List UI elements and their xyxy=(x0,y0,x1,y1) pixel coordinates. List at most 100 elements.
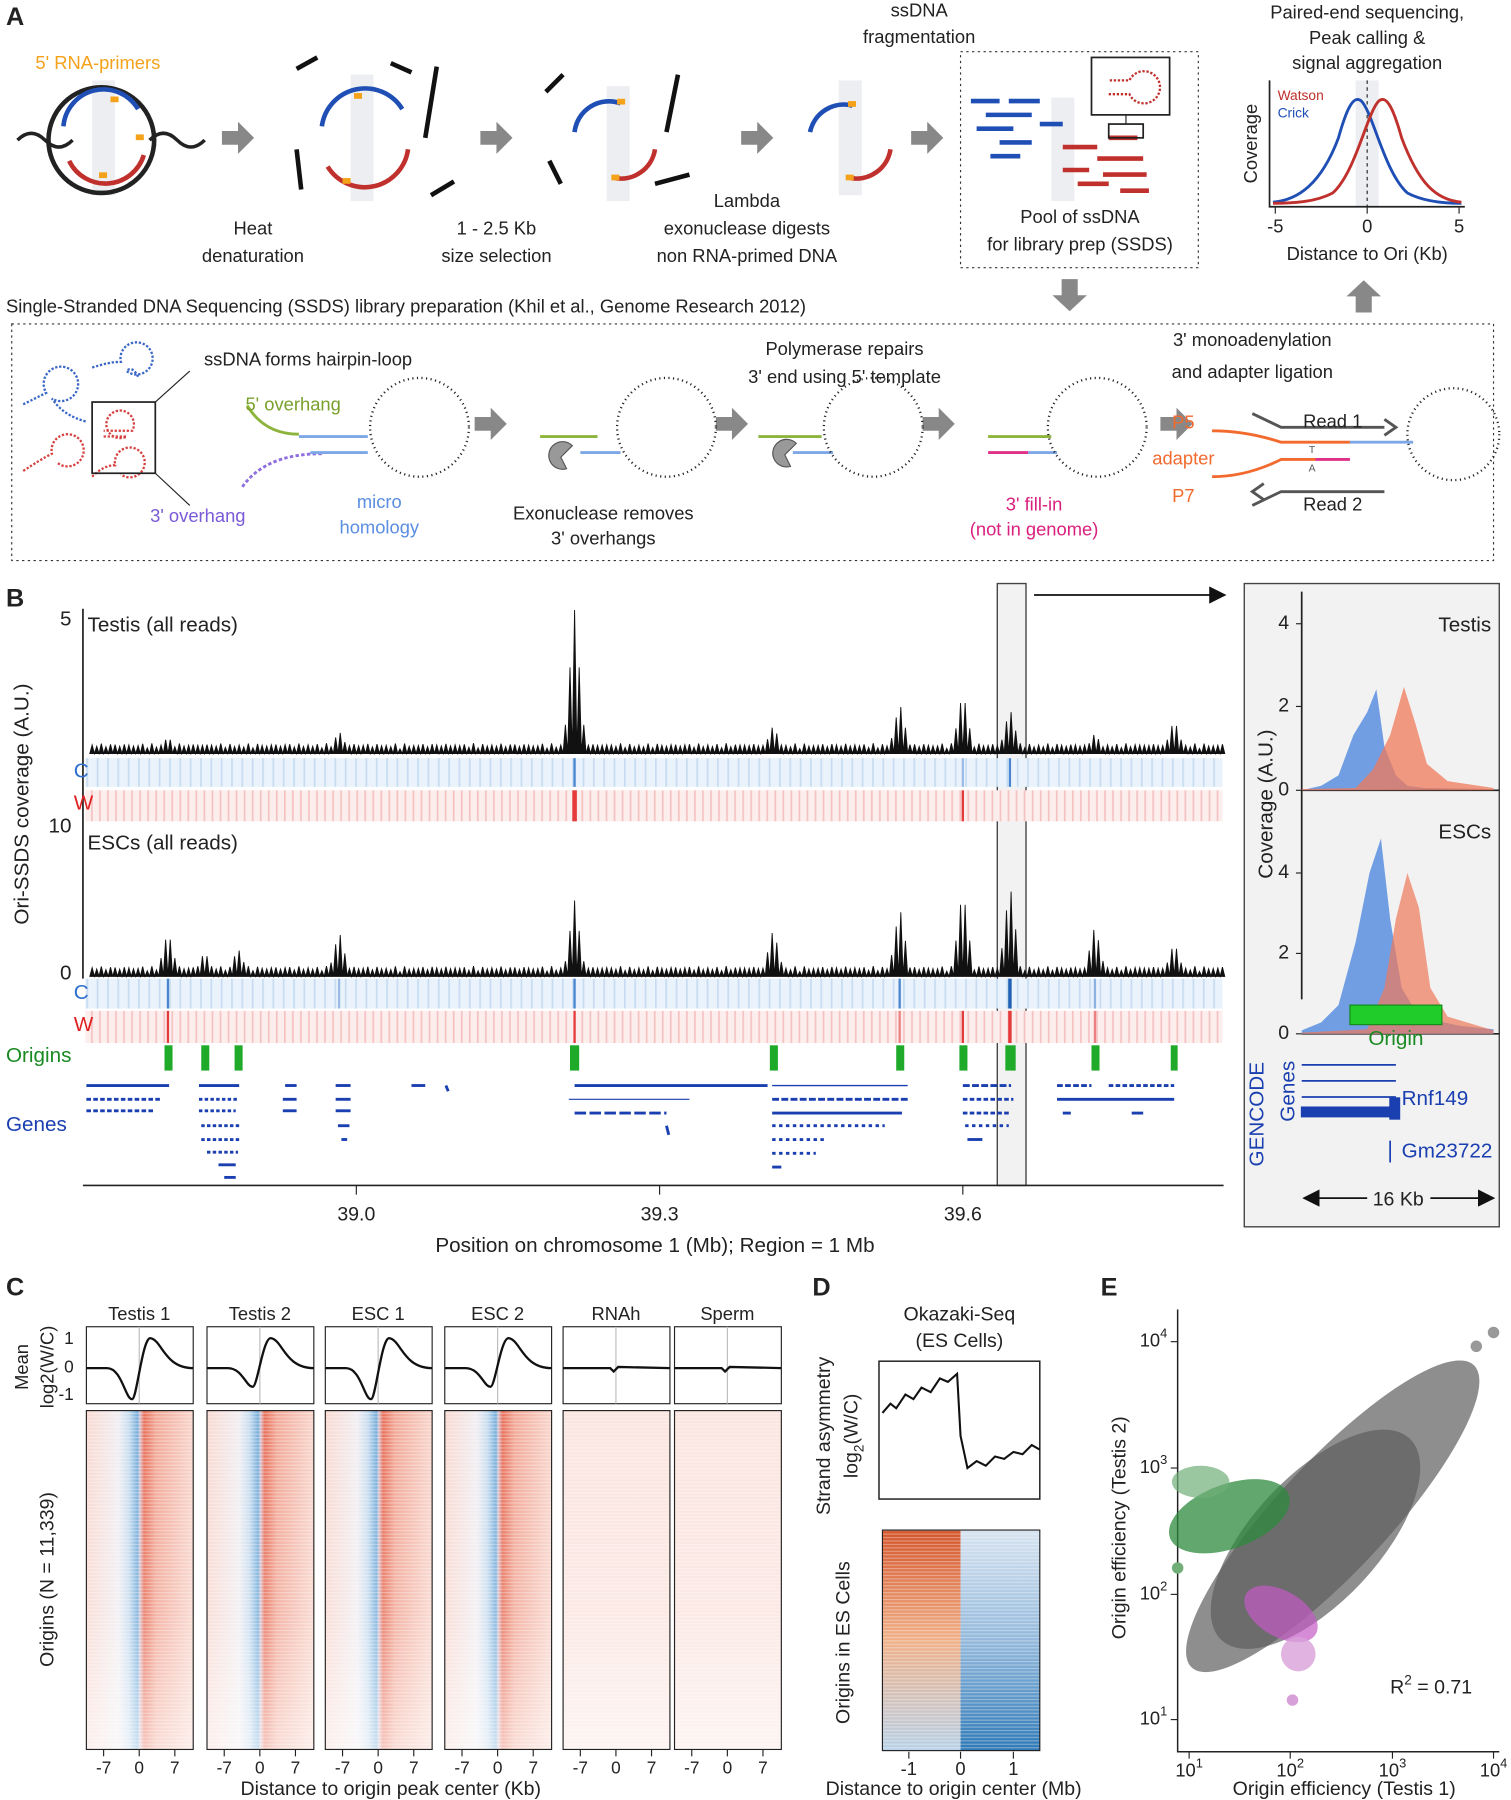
column-title: ESC 1 xyxy=(352,1303,405,1324)
step-label: Polymerase repairs xyxy=(765,338,923,359)
panel-label: A xyxy=(6,3,24,31)
r-squared: R2 = 0.71 xyxy=(1390,1673,1472,1699)
x-tick-label: -7 xyxy=(573,1758,588,1778)
watson-hotspots xyxy=(166,790,1097,1044)
hairpin-detail xyxy=(240,376,471,489)
ssds-box xyxy=(11,323,1495,562)
gene-models xyxy=(86,1084,1175,1179)
x-tick-label: 1 xyxy=(1008,1758,1018,1779)
watson-curve xyxy=(1272,98,1462,205)
panel-label: C xyxy=(6,1274,24,1302)
y-axis-label: Origins (N = 11,339) xyxy=(37,1492,59,1667)
panel-label: B xyxy=(6,584,24,612)
y-axis-label: log2(W/C) xyxy=(36,1326,57,1409)
step-label: and adapter ligation xyxy=(1172,361,1333,382)
text-part: 10 xyxy=(1480,1759,1500,1780)
step-label: ssDNA xyxy=(891,0,949,20)
text-part: 4 xyxy=(1500,1755,1507,1770)
x-tick-label: 0 xyxy=(611,1758,621,1778)
origin-mark xyxy=(1349,1004,1443,1026)
text-part: log xyxy=(841,1452,863,1478)
y-axis-label: Mean xyxy=(11,1344,32,1390)
hairpin-inset xyxy=(1090,56,1171,116)
step-label: Exonuclease removes xyxy=(513,502,694,523)
text-part: 2 xyxy=(1404,1673,1412,1688)
y-axis-label: Origins in ES Cells xyxy=(833,1561,855,1724)
y-tick-label: 4 xyxy=(1278,861,1289,883)
blue-strand xyxy=(61,87,141,127)
y-tick-label: 0 xyxy=(1278,1022,1289,1044)
y-tick-label: 103 xyxy=(1140,1452,1168,1477)
x-tick-label: 5 xyxy=(1454,215,1464,236)
heatmap-fade xyxy=(444,1410,552,1750)
mean-curve xyxy=(325,1337,433,1401)
annotation: P7 xyxy=(1172,485,1194,506)
step-label: size selection xyxy=(441,245,551,266)
panel-title: Okazaki-Seq xyxy=(904,1303,1016,1325)
zoom-region xyxy=(996,582,1027,1187)
text-part: 10 xyxy=(1140,1456,1160,1477)
x-tick-label: -1 xyxy=(901,1758,917,1779)
y-tick-label: 0 xyxy=(1278,778,1289,800)
y-tick-label: 2 xyxy=(1278,695,1289,717)
asymmetry-curve xyxy=(881,1371,1041,1470)
x-tick-label: 7 xyxy=(758,1758,768,1778)
y-tick-label: 0 xyxy=(60,962,72,985)
crick-histogram xyxy=(1301,689,1494,791)
mean-curve xyxy=(674,1365,782,1374)
panel-title: (ES Cells) xyxy=(915,1330,1003,1352)
watson-histogram xyxy=(1301,686,1494,791)
mean-curve xyxy=(86,1337,194,1401)
section-title: Single-Stranded DNA Sequencing (SSDS) li… xyxy=(6,296,806,317)
x-axis-label: Position on chromosome 1 (Mb); Region = … xyxy=(435,1234,874,1257)
step-label: denaturation xyxy=(202,245,304,266)
strand-label: W xyxy=(74,1013,94,1036)
text-part: 10 xyxy=(1140,1707,1160,1728)
step-label: exonuclease digests xyxy=(664,218,830,239)
text-part: 3 xyxy=(1399,1755,1406,1770)
text-part: 10 xyxy=(1379,1759,1399,1780)
heatmap-fade xyxy=(325,1410,433,1750)
column-title: Testis 1 xyxy=(108,1303,170,1324)
gene-name: Gm23722 xyxy=(1402,1140,1493,1163)
x-tick-label: -7 xyxy=(335,1758,350,1778)
heatmap-fade xyxy=(86,1410,194,1750)
x-tick-label: 101 xyxy=(1175,1755,1203,1780)
x-axis-label: Origin efficiency (Testis 1) xyxy=(1233,1778,1456,1800)
text-part: = 0.71 xyxy=(1412,1677,1472,1699)
x-tick-label: 102 xyxy=(1276,1755,1304,1780)
adapter-detail xyxy=(1212,387,1501,507)
step-label: 1 - 2.5 Kb xyxy=(457,218,537,239)
step-label: non RNA-primed DNA xyxy=(657,245,838,266)
highlight xyxy=(92,80,116,196)
process-arrows xyxy=(221,121,1381,440)
pool-label: Pool of ssDNA xyxy=(1020,206,1140,227)
x-tick-label: -5 xyxy=(1267,215,1283,236)
annotation: 3' overhang xyxy=(150,505,245,526)
y-tick-label: 4 xyxy=(1278,612,1289,634)
y-axis-label: Strand asymmetry xyxy=(813,1356,835,1515)
gene-name: Rnf149 xyxy=(1402,1087,1469,1110)
y-axis-label: log2(W/C) xyxy=(841,1394,867,1479)
x-tick-label: 7 xyxy=(409,1758,419,1778)
legend-entry: Watson xyxy=(1278,88,1324,103)
x-tick-label: -7 xyxy=(684,1758,699,1778)
sequencing-label: Paired-end sequencing, xyxy=(1270,2,1464,23)
strand-label: C xyxy=(74,759,89,782)
hairpins xyxy=(22,341,154,479)
y-axis-label: Origin efficiency (Testis 2) xyxy=(1108,1416,1130,1639)
annotation: homology xyxy=(339,516,419,537)
panel-label: E xyxy=(1101,1274,1118,1302)
text-part: 3 xyxy=(1160,1452,1167,1467)
y-axis-label: Ori-SSDS coverage (A.U.) xyxy=(11,684,34,925)
panel-label-text: Testis xyxy=(1438,613,1491,636)
heatmap-fade xyxy=(674,1410,782,1750)
panel-b-graphics xyxy=(82,582,1500,1228)
pool-label: for library prep (SSDS) xyxy=(987,234,1173,255)
text-part: 10 xyxy=(1175,1759,1195,1780)
y-tick-label: 0 xyxy=(64,1357,74,1377)
x-tick-label: 0 xyxy=(723,1758,733,1778)
base-label: A xyxy=(1309,463,1316,474)
annotation: GENCODE xyxy=(1246,1062,1269,1166)
